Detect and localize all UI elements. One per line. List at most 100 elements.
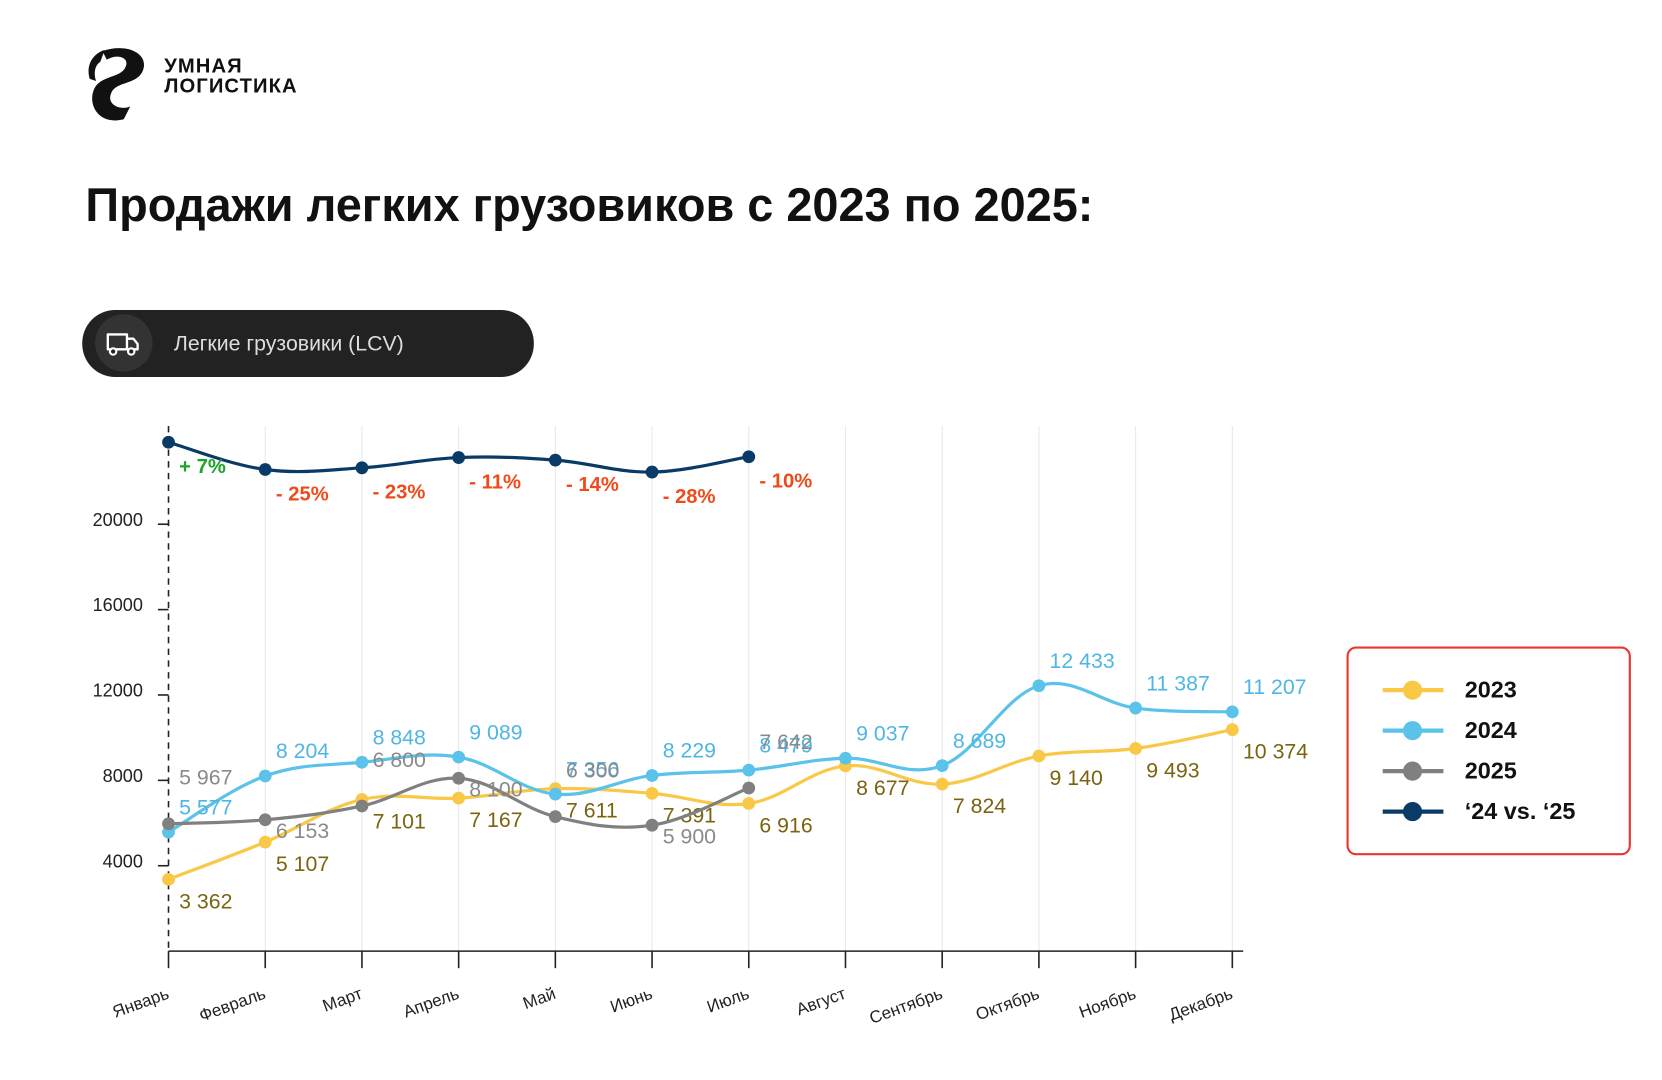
logo: УМНАЯ ЛОГИСТИКА bbox=[88, 48, 297, 121]
data-point bbox=[452, 451, 466, 464]
truck-icon bbox=[106, 333, 139, 351]
data-point bbox=[258, 813, 272, 827]
data-point bbox=[645, 769, 659, 782]
data-point bbox=[935, 759, 949, 773]
data-label: 5 577 bbox=[179, 795, 232, 819]
data-label: 7 611 bbox=[566, 799, 618, 823]
data-label: 7 642 bbox=[759, 730, 812, 754]
data-label: - 23% bbox=[373, 482, 426, 504]
series-line bbox=[167, 681, 1233, 834]
data-label: 8 848 bbox=[373, 725, 426, 749]
data-label: 8 229 bbox=[663, 739, 716, 763]
data-label: 9 037 bbox=[856, 721, 909, 745]
legend-label: 2023 bbox=[1465, 676, 1517, 702]
x-tick-label: Ноябрь bbox=[1076, 984, 1138, 1022]
data-point bbox=[1129, 701, 1143, 715]
data-point bbox=[645, 465, 659, 479]
legend-box bbox=[1346, 646, 1631, 856]
data-point bbox=[258, 769, 272, 783]
data-point bbox=[452, 750, 466, 764]
data-label: 8 479 bbox=[759, 733, 812, 757]
data-label: 12 433 bbox=[1050, 649, 1115, 673]
data-label: 9 493 bbox=[1146, 759, 1199, 783]
data-label: 6 916 bbox=[759, 814, 812, 838]
data-label: - 11% bbox=[469, 471, 521, 493]
data-label: 9 140 bbox=[1050, 766, 1103, 790]
data-point bbox=[1032, 749, 1046, 763]
y-tick-label: 20000 bbox=[93, 510, 143, 530]
data-point bbox=[548, 453, 562, 467]
data-label: - 28% bbox=[663, 486, 716, 508]
x-tick-label: Сентябрь bbox=[867, 984, 945, 1028]
data-point bbox=[548, 787, 562, 801]
x-tick-label: Январь bbox=[110, 984, 171, 1022]
data-label: 7 167 bbox=[469, 808, 522, 832]
data-label: 3 362 bbox=[179, 889, 232, 913]
pill-icon-bg bbox=[95, 314, 153, 372]
truck-wheel bbox=[108, 347, 118, 356]
legend-label: 2025 bbox=[1465, 757, 1517, 783]
logo-mark bbox=[88, 50, 105, 81]
data-point bbox=[258, 463, 272, 476]
data-point bbox=[355, 461, 369, 475]
data-label: 5 107 bbox=[276, 852, 329, 876]
data-point bbox=[742, 781, 756, 795]
brand-line: ЛОГИСТИКА bbox=[164, 76, 297, 98]
legend-dot bbox=[1402, 680, 1423, 700]
x-tick-label: Октябрь bbox=[973, 984, 1042, 1024]
data-label: 11 387 bbox=[1146, 671, 1210, 695]
data-label: 8 677 bbox=[856, 776, 909, 800]
data-point bbox=[355, 799, 369, 813]
data-label: 8 689 bbox=[953, 729, 1006, 753]
data-label: 5 900 bbox=[663, 825, 716, 849]
pill-background[interactable] bbox=[82, 309, 534, 378]
data-label: 8 100 bbox=[469, 778, 522, 802]
pill-label: Легкие грузовики (LCV) bbox=[174, 332, 404, 356]
y-tick-label: 8000 bbox=[103, 766, 143, 786]
data-label: 7 101 bbox=[373, 810, 426, 834]
data-label: - 14% bbox=[566, 474, 619, 496]
data-label: - 10% bbox=[759, 471, 812, 493]
data-label: 5 967 bbox=[179, 766, 232, 790]
data-point bbox=[1225, 723, 1239, 737]
data-label: 11 207 bbox=[1243, 675, 1307, 699]
data-point bbox=[742, 797, 756, 810]
data-label: 9 089 bbox=[469, 720, 522, 744]
data-point bbox=[742, 763, 756, 777]
data-point bbox=[1225, 705, 1239, 719]
data-point bbox=[645, 818, 659, 832]
data-label: 6 153 bbox=[276, 819, 329, 843]
x-tick-label: Июнь bbox=[608, 984, 655, 1017]
data-point bbox=[258, 835, 272, 849]
data-label: + 7% bbox=[179, 456, 226, 478]
filter-pill[interactable]: Легкие грузовики (LCV) bbox=[82, 309, 534, 378]
data-label: 6 300 bbox=[566, 759, 619, 783]
data-label: 6 800 bbox=[373, 748, 426, 772]
data-point bbox=[162, 435, 175, 449]
data-point bbox=[1032, 679, 1046, 693]
legend-dot bbox=[1402, 761, 1423, 781]
data-label: 7 824 bbox=[953, 794, 1006, 818]
data-point bbox=[452, 791, 466, 805]
data-label: 7 356 bbox=[566, 757, 619, 781]
data-point bbox=[742, 450, 756, 464]
data-label: - 25% bbox=[276, 483, 329, 505]
x-tick-label: Апрель bbox=[401, 984, 462, 1022]
legend-dot bbox=[1402, 802, 1423, 822]
x-tick-label: Март bbox=[320, 984, 365, 1016]
data-label: 10 374 bbox=[1243, 740, 1308, 764]
data-point bbox=[839, 751, 852, 765]
legend-label: ‘24 vs. ‘25 bbox=[1465, 798, 1576, 824]
y-tick-label: 4000 bbox=[103, 851, 143, 871]
x-tick-label: Декабрь bbox=[1166, 984, 1235, 1025]
y-tick-label: 16000 bbox=[93, 595, 143, 615]
data-point bbox=[548, 810, 562, 824]
chart-title: Продажи легких грузовиков с 2023 по 2025… bbox=[85, 179, 1093, 231]
data-point bbox=[1129, 742, 1143, 755]
data-point bbox=[162, 872, 175, 886]
y-tick-label: 12000 bbox=[93, 681, 143, 701]
data-point bbox=[355, 755, 369, 769]
logo-mark bbox=[92, 48, 145, 121]
